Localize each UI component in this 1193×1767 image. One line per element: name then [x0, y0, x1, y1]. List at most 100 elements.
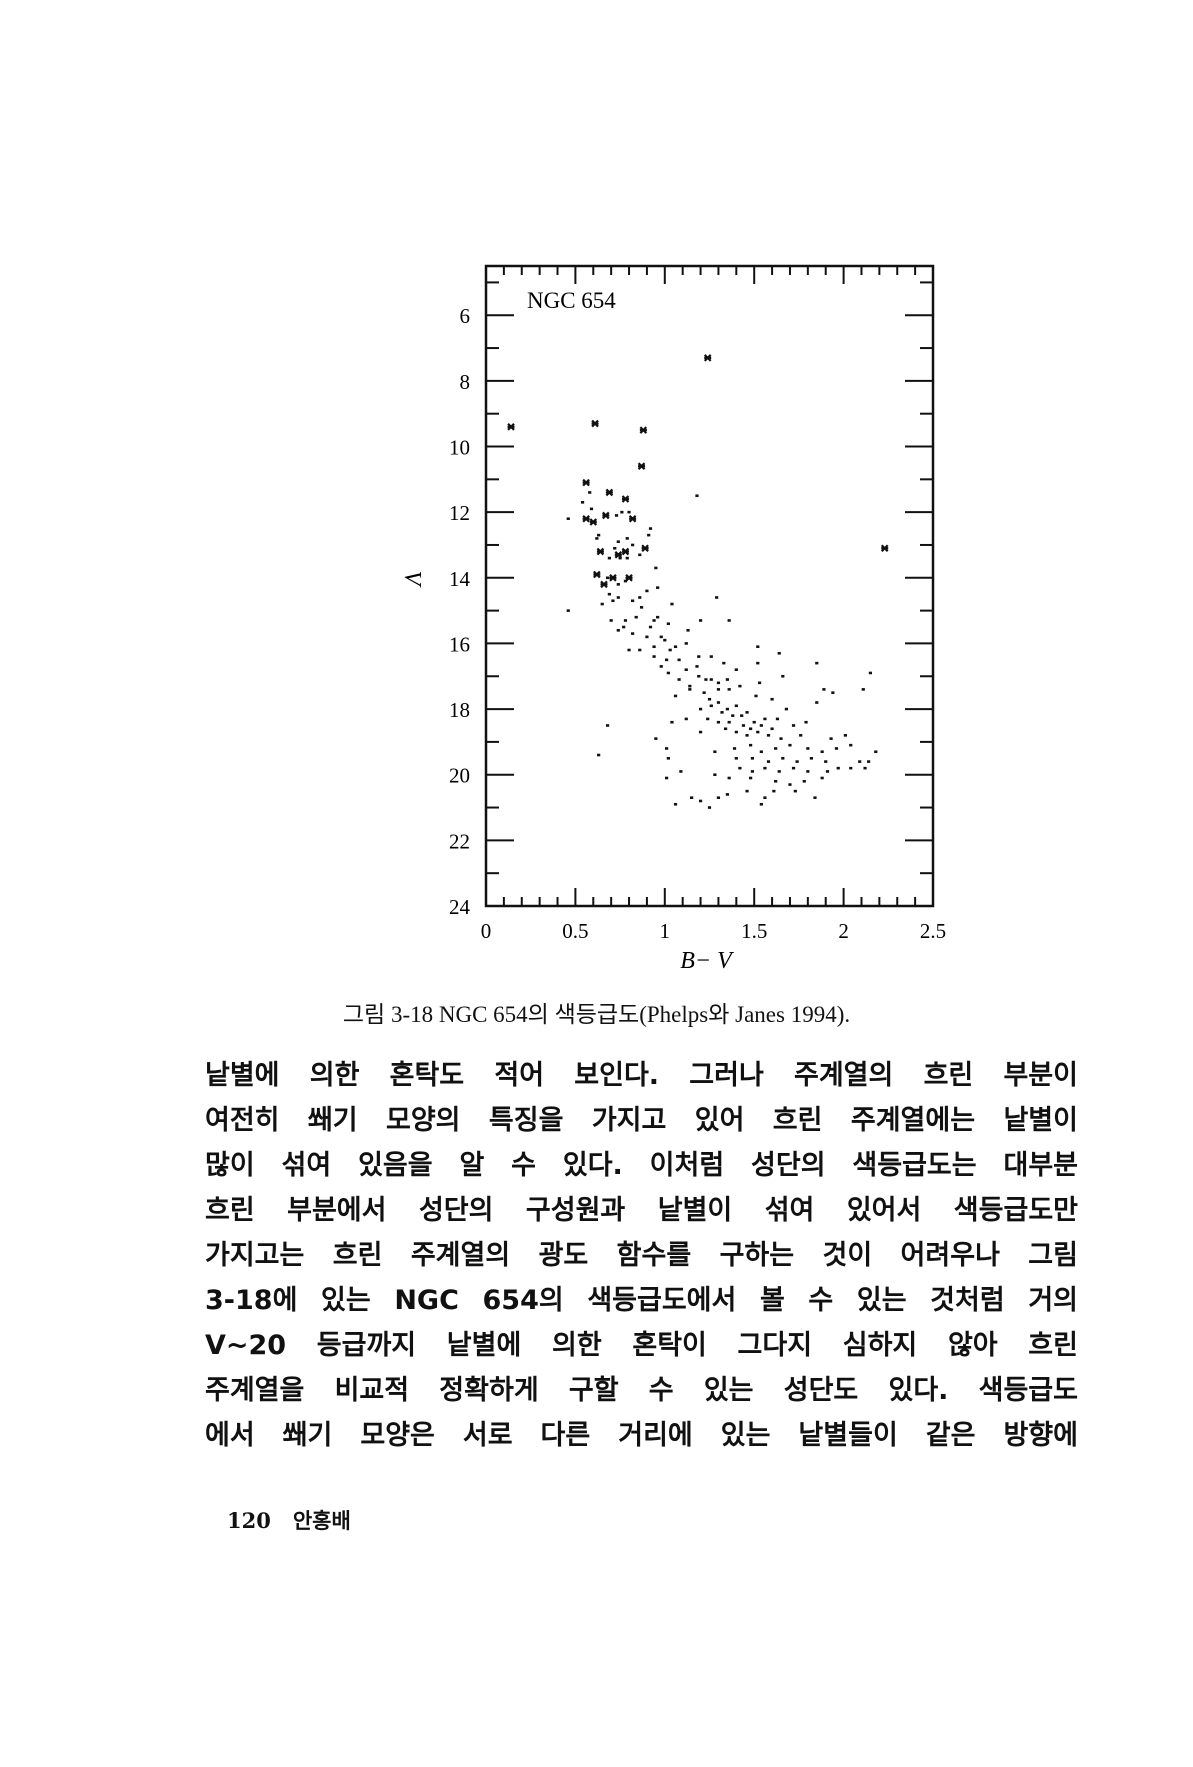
star-point — [709, 655, 713, 658]
star-point — [616, 629, 620, 632]
body-line: 많이 섞여 있음을 알 수 있다. 이처럼 성단의 색등급도는 대부분 — [205, 1150, 1078, 1181]
star-point — [874, 750, 878, 754]
star-point — [664, 658, 669, 662]
star-point — [759, 750, 763, 754]
star-point — [738, 684, 742, 688]
star-point — [713, 773, 717, 777]
star-point — [684, 668, 688, 671]
star-point — [666, 671, 670, 675]
star-point — [756, 645, 760, 649]
star-point — [673, 645, 678, 649]
star-point — [652, 655, 656, 658]
star-point — [566, 609, 570, 612]
star-point — [834, 747, 839, 750]
star-point — [638, 648, 642, 652]
x-tick-label: 0 — [481, 919, 492, 943]
star-point — [824, 760, 828, 763]
star-point — [745, 789, 749, 793]
star-point — [697, 674, 701, 678]
star-point — [766, 760, 771, 763]
star-point — [759, 724, 763, 727]
bright-star-cross — [625, 574, 633, 582]
star-point — [820, 750, 824, 754]
star-point — [813, 796, 817, 799]
star-point — [688, 684, 692, 688]
star-point — [659, 635, 663, 639]
star-point — [620, 510, 624, 514]
star-point — [716, 688, 721, 691]
star-point — [775, 717, 780, 721]
star-point — [763, 717, 767, 721]
star-point — [652, 645, 656, 649]
star-point — [722, 661, 726, 665]
star-point — [623, 619, 628, 622]
plot-axes: 0 0.5 1 1.5 2 2.5 6 8 10 12 14 16 18 20 22 24 — [449, 264, 946, 943]
star-point — [732, 747, 737, 750]
star-point — [566, 517, 570, 521]
star-point — [868, 671, 873, 675]
bright-star-cross — [621, 547, 630, 556]
star-point — [616, 583, 620, 586]
star-point — [709, 678, 713, 681]
star-point — [664, 747, 669, 750]
star-point — [706, 717, 710, 721]
star-point — [707, 697, 712, 701]
color-magnitude-diagram: 0 0.5 1 1.5 2 2.5 6 8 10 12 14 16 18 20 22 24 NGC 654 V… — [399, 264, 946, 974]
bright-star-cross — [602, 511, 610, 520]
star-point — [799, 734, 803, 737]
bright-star-cross — [637, 462, 646, 470]
star-point — [631, 632, 635, 635]
star-point — [607, 556, 611, 560]
body-line: 낱별에 의한 혼탁도 적어 보인다. 그러나 주계열의 흐린 부분이 — [205, 1060, 1078, 1091]
bright-star-cross — [582, 514, 590, 523]
star-point — [759, 802, 763, 806]
star-point — [688, 688, 692, 691]
bright-star-cross — [639, 426, 648, 434]
x-tick-label: 1.5 — [741, 919, 767, 943]
star-point — [756, 730, 760, 734]
star-point — [731, 714, 735, 717]
star-point — [673, 802, 678, 806]
star-point — [745, 734, 749, 737]
star-point — [749, 727, 753, 731]
star-point — [716, 701, 721, 704]
y-tick-label: 22 — [449, 829, 470, 853]
y-tick-label: 6 — [460, 304, 471, 328]
star-point — [690, 796, 694, 799]
bright-star-cross — [593, 570, 601, 579]
plot-frame — [484, 264, 935, 908]
star-point — [695, 494, 699, 498]
star-point — [670, 602, 674, 606]
star-point — [648, 625, 653, 629]
star-point — [763, 796, 767, 799]
page-footer: 120 안홍배 — [227, 1505, 373, 1535]
star-point — [867, 760, 871, 763]
star-point — [713, 750, 717, 754]
star-point — [684, 642, 688, 645]
star-point — [666, 622, 670, 626]
star-point — [804, 720, 808, 724]
star-point — [750, 770, 755, 773]
x-tick-label: 2.5 — [920, 919, 946, 943]
star-point — [825, 770, 830, 773]
star-point — [802, 779, 806, 783]
star-point — [679, 770, 683, 773]
star-point — [720, 711, 724, 714]
star-point — [836, 766, 840, 770]
star-point — [745, 711, 749, 714]
figure-caption: 그림 3-18 NGC 654의 색등급도(Phelps와 Janes 1994… — [342, 1002, 851, 1027]
star-point — [754, 694, 758, 698]
star-point — [709, 704, 713, 708]
y-tick-label: 20 — [449, 764, 470, 788]
star-point — [677, 678, 681, 681]
bright-star-cross — [582, 478, 590, 487]
star-point — [715, 596, 719, 599]
star-point — [723, 727, 728, 731]
star-point — [725, 678, 729, 681]
star-point — [777, 651, 781, 655]
star-point — [788, 783, 792, 786]
star-point — [638, 553, 642, 557]
star-point — [795, 760, 799, 763]
star-point — [740, 714, 744, 717]
star-point — [623, 579, 628, 583]
